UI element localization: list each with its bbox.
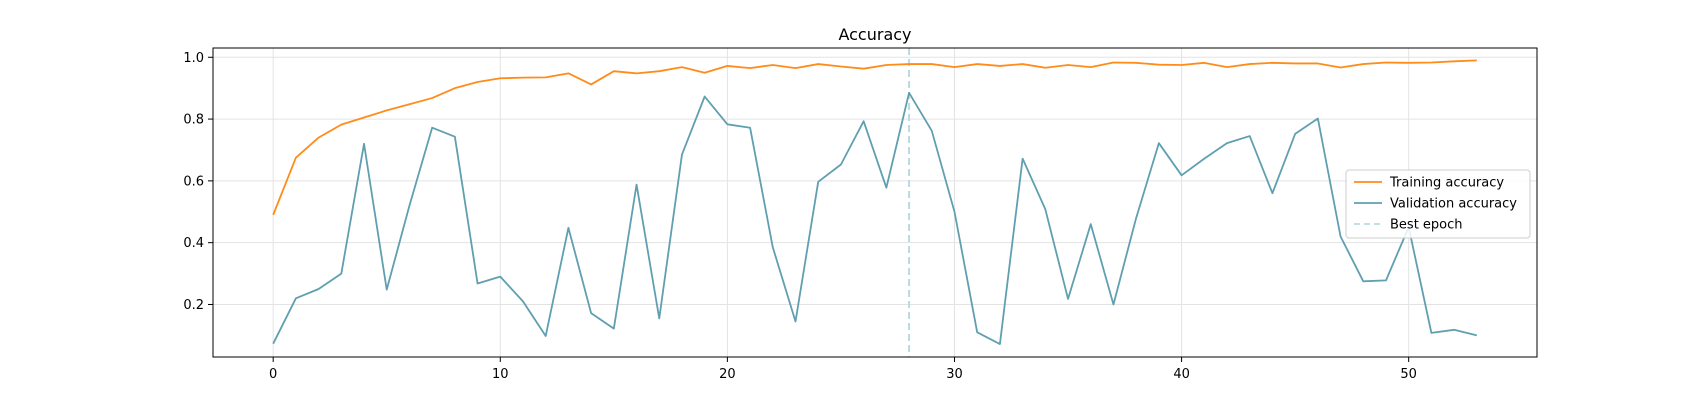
y-tick-label: 0.6 bbox=[183, 174, 204, 189]
series-layer bbox=[272, 59, 1478, 345]
legend-validation-label: Validation accuracy bbox=[1390, 197, 1517, 212]
y-tick-label: 0.2 bbox=[183, 298, 204, 313]
y-tick-label: 0.4 bbox=[183, 236, 204, 251]
x-axis: 0 10 20 30 40 50 bbox=[269, 357, 1417, 382]
x-tick-label: 10 bbox=[492, 367, 509, 382]
x-tick-label: 30 bbox=[946, 367, 963, 382]
y-axis: 0.2 0.4 0.6 0.8 1.0 bbox=[183, 51, 213, 313]
x-tick-label: 20 bbox=[719, 367, 736, 382]
series-line-validation bbox=[272, 91, 1478, 345]
legend-best-epoch-label: Best epoch bbox=[1390, 218, 1463, 233]
legend: Training accuracy Validation accuracy Best… bbox=[1345, 169, 1531, 239]
legend-box bbox=[1345, 169, 1531, 239]
legend-training-label: Training accuracy bbox=[1389, 176, 1504, 191]
y-tick-label: 0.8 bbox=[183, 113, 204, 128]
series-line-training bbox=[272, 59, 1477, 216]
x-tick-label: 40 bbox=[1173, 367, 1190, 382]
grid-lines bbox=[213, 48, 1537, 357]
y-tick-label: 1.0 bbox=[183, 51, 204, 66]
x-tick-label: 0 bbox=[269, 367, 277, 382]
chart-title: Accuracy bbox=[838, 25, 911, 44]
x-tick-label: 50 bbox=[1400, 367, 1417, 382]
plot-frame bbox=[212, 47, 1538, 358]
